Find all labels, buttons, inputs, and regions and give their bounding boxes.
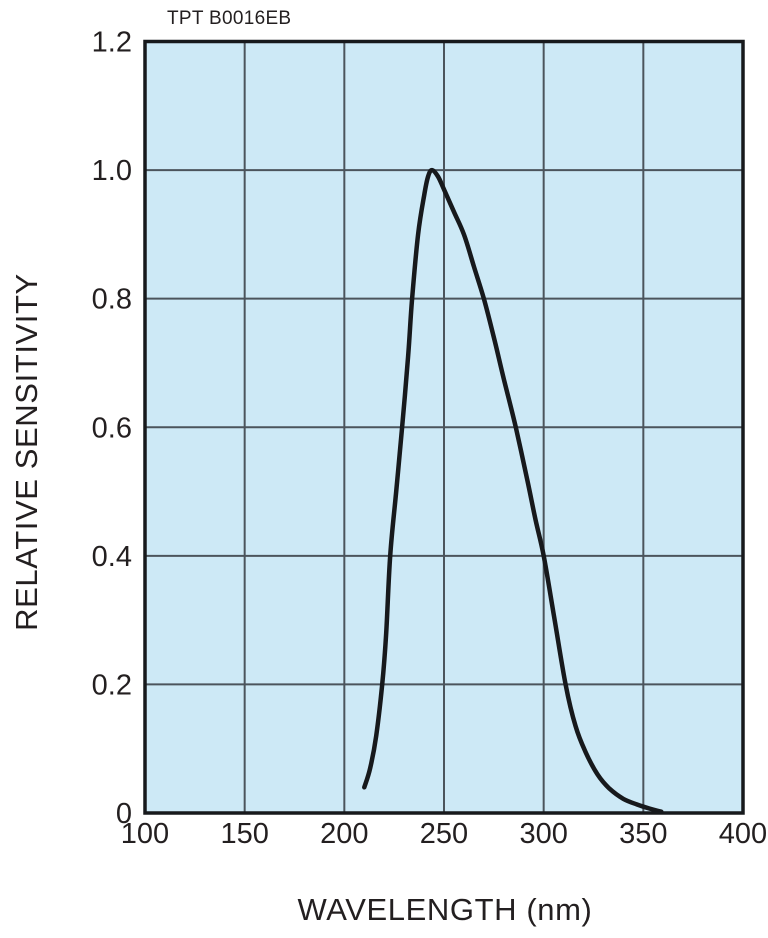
y-tick-label: 1.0 <box>92 155 132 187</box>
y-tick-label: 0 <box>116 798 132 830</box>
x-tick-label: 400 <box>719 818 767 850</box>
x-tick-label: 250 <box>420 818 468 850</box>
y-tick-label: 1.2 <box>92 27 132 59</box>
y-tick-label: 0.6 <box>92 412 132 444</box>
x-tick-label: 100 <box>121 818 169 850</box>
x-tick-label: 150 <box>220 818 268 850</box>
figure-code-label: TPT B0016EB <box>167 8 292 29</box>
y-tick-label: 0.2 <box>92 669 132 701</box>
sensitivity-curve <box>362 167 664 814</box>
y-tick-label: 0.4 <box>92 541 132 573</box>
x-tick-label: 350 <box>619 818 667 850</box>
y-tick-label: 0.8 <box>92 284 132 316</box>
x-tick-label: 200 <box>320 818 368 850</box>
x-axis-title: WAVELENGTH (nm) <box>297 892 593 927</box>
plot-border <box>143 39 745 815</box>
x-tick-label: 300 <box>519 818 567 850</box>
